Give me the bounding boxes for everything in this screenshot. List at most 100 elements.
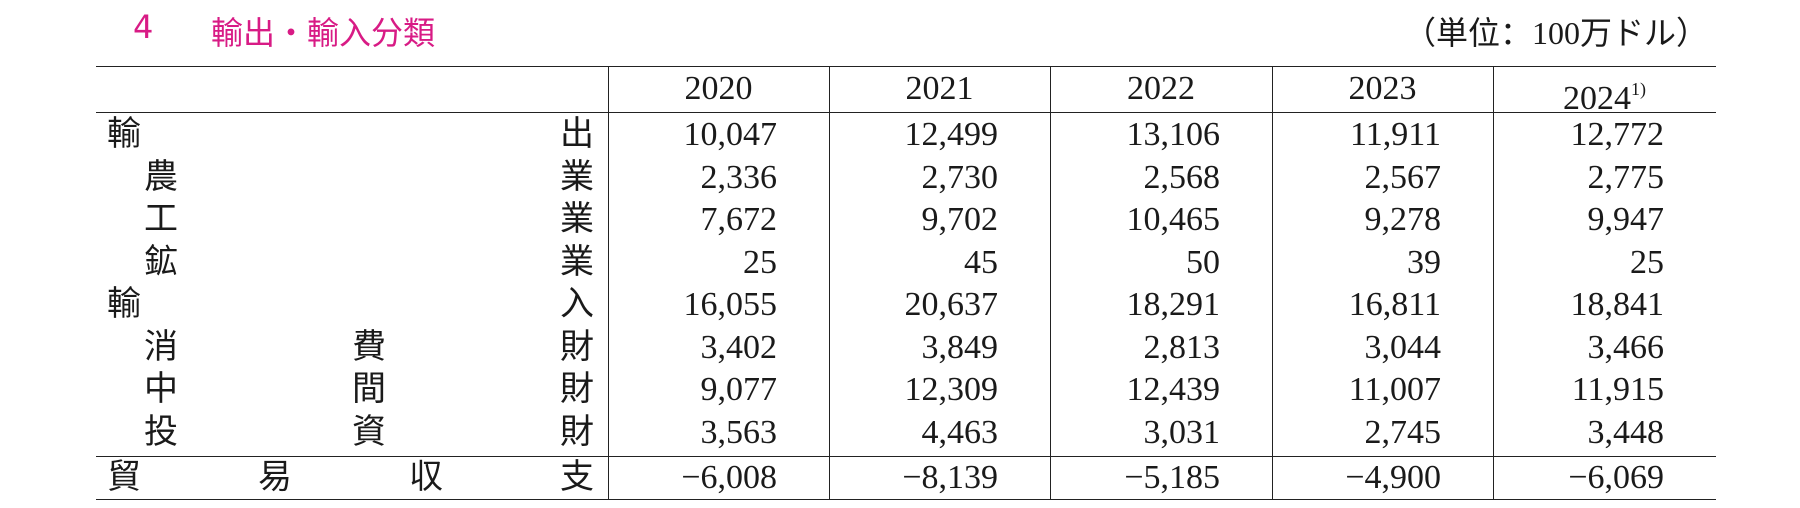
cell-value: 3,466 [1587,328,1665,366]
column-rule [1493,66,1494,499]
row-label: 輸出 [107,114,594,156]
cell-value: 13,106 [1126,116,1221,153]
cell-value: 9,077 [700,371,778,408]
rule [96,66,1716,67]
label-char: 易 [258,459,292,496]
column-rule [1050,66,1051,499]
row-label: 投資財 [144,412,594,454]
row-label: 消費財 [144,327,594,369]
cell-value: 3,849 [921,328,999,366]
year: 2024 [1563,80,1631,117]
row-label: 輸入 [107,284,594,326]
label-char: 出 [560,116,594,153]
label-char: 中 [144,371,178,408]
column-header: 2022 [1050,68,1272,110]
row-label: 中間財 [144,369,594,411]
column-header: 2021 [829,68,1050,110]
label-char: 業 [560,158,594,196]
table-number: 4 [133,8,154,46]
cell-value: −6,008 [681,459,777,496]
cell-value: 12,439 [1126,371,1221,408]
label-char: 輸 [107,286,141,323]
cell-value: −6,069 [1568,459,1664,496]
cell-value: 50 [1186,243,1220,281]
cell-value: −5,185 [1124,459,1220,496]
cell-value: 45 [964,243,998,281]
cell-value: 2,567 [1364,158,1442,196]
label-char: 財 [560,371,594,408]
label-char: 入 [560,286,594,323]
cell-value: 18,291 [1126,286,1221,323]
cell-value: 11,007 [1348,371,1441,408]
cell-value: 18,841 [1570,286,1665,323]
label-char: 財 [560,328,594,366]
cell-value: 2,775 [1587,158,1665,196]
label-char: 工 [144,201,178,238]
year: 2021 [905,70,974,107]
label-char: 鉱 [144,243,178,281]
cell-value: 3,031 [1143,413,1221,451]
label-char: 貿 [107,459,141,496]
column-header: 2020 [608,68,829,110]
cell-value: 3,402 [700,328,778,366]
label-char: 間 [352,371,386,408]
year: 2023 [1348,70,1417,107]
column-rule [829,66,830,499]
cell-value: 12,772 [1570,116,1665,153]
cell-value: 3,448 [1587,413,1665,451]
rule [96,112,1716,113]
label-char: 支 [560,459,594,496]
cell-value: 2,813 [1143,328,1221,366]
label-char: 資 [352,413,386,451]
cell-value: 2,336 [700,158,778,196]
cell-value: 7,672 [700,201,778,238]
cell-value: 12,309 [904,371,999,408]
cell-value: 16,055 [683,286,778,323]
cell-value: −8,139 [902,459,998,496]
row-label: 鉱業 [144,242,594,284]
column-rule [608,66,609,499]
label-char: 費 [352,328,386,366]
cell-value: 2,730 [921,158,999,196]
cell-value: 25 [1630,243,1664,281]
cell-value: 39 [1407,243,1441,281]
year: 2022 [1127,70,1195,107]
label-char: 農 [144,158,178,196]
footnote-mark: 1) [1631,79,1646,99]
cell-value: 10,465 [1126,201,1221,238]
cell-value: −4,900 [1345,459,1441,496]
label-char: 業 [560,201,594,238]
year: 2020 [684,70,753,107]
cell-value: 2,568 [1143,158,1221,196]
cell-value: 12,499 [904,116,999,153]
cell-value: 3,044 [1364,328,1442,366]
cell-value: 25 [743,243,777,281]
cell-value: 9,278 [1364,201,1442,238]
cell-value: 9,702 [921,201,999,238]
cell-value: 11,915 [1571,371,1664,408]
cell-value: 9,947 [1587,201,1665,238]
cell-value: 20,637 [904,286,999,323]
label-char: 消 [144,328,178,366]
cell-value: 11,911 [1350,116,1441,153]
unit-note: （単位：100万ドル） [1403,15,1708,51]
rule [96,499,1716,500]
column-rule [1272,66,1273,499]
column-header: 2023 [1272,68,1493,110]
cell-value: 2,745 [1364,413,1442,451]
label-char: 業 [560,243,594,281]
label-char: 収 [409,459,443,496]
cell-value: 10,047 [683,116,778,153]
cell-value: 16,811 [1348,286,1441,323]
cell-value: 4,463 [921,413,999,451]
rule [96,456,1716,457]
cell-value: 3,563 [700,413,778,451]
row-label: 工業 [144,199,594,241]
row-label: 貿易収支 [107,457,594,499]
column-header: 20241) [1493,68,1716,117]
row-label: 農業 [144,157,594,199]
label-char: 投 [144,413,178,451]
label-char: 輸 [107,116,141,153]
table-title: 輸出・輸入分類 [211,14,436,52]
